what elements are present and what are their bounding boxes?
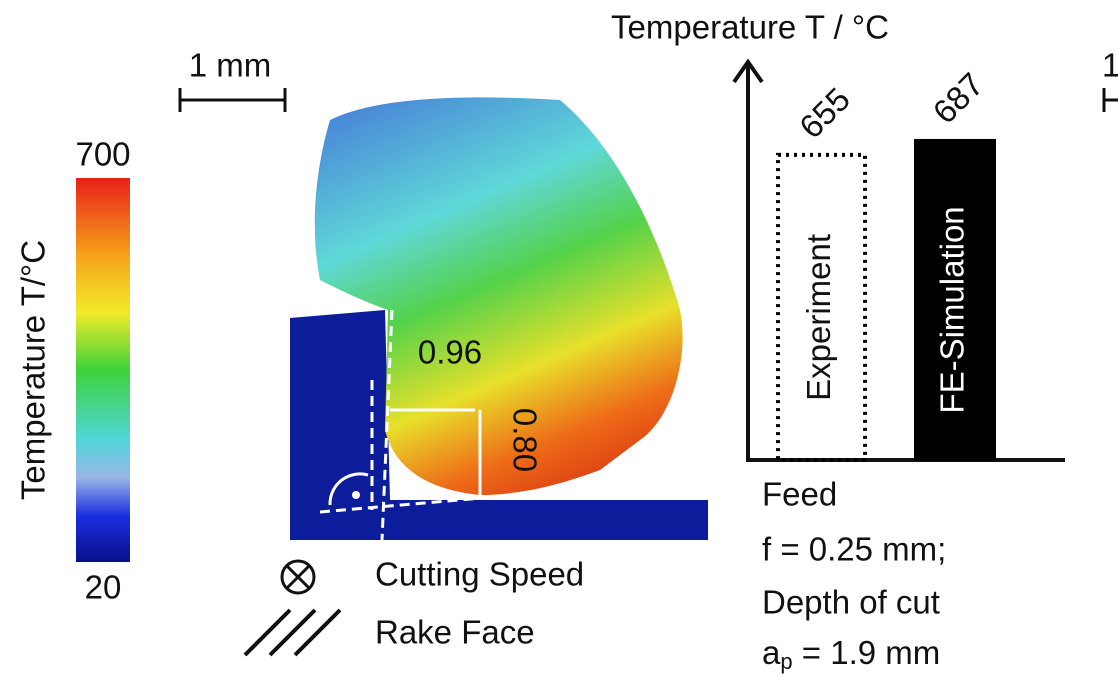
y-axis (732, 58, 764, 460)
bar (914, 138, 996, 462)
condition: f = 0.25 mm; (762, 531, 946, 568)
colorbar-max: 700 (75, 136, 130, 173)
value-label: 687 (925, 65, 990, 130)
colorbar (76, 178, 130, 562)
condition: Depth of cut (762, 584, 940, 621)
cutting-speed-icon (280, 559, 316, 595)
scale-bar (178, 88, 287, 112)
bar-label: Experiment (800, 234, 837, 401)
colorbar-min: 20 (85, 569, 122, 606)
subscript: p (780, 649, 792, 674)
dashed-lines (319, 309, 691, 541)
legend-label: Cutting Speed (375, 556, 584, 593)
symbol: a (762, 634, 781, 671)
scale-bar-cut: 1 (1102, 47, 1118, 84)
condition: Feed (762, 476, 837, 513)
dimension-arrows (390, 408, 482, 495)
chip (314, 97, 683, 496)
value-label: 655 (792, 80, 857, 145)
annotation: 0.96 (418, 334, 482, 371)
right-angle-dot (352, 491, 360, 499)
bar-label: FE-Simulation (934, 206, 971, 413)
scale-bar-label: 1 mm (189, 47, 272, 84)
chart-title: Temperature T / °C (611, 9, 889, 46)
tool (290, 310, 708, 540)
value: = 1.9 mm (793, 634, 941, 671)
scale-bar-cut-mark (1102, 88, 1118, 112)
cutting-speed-icon (285, 564, 311, 590)
rake-face-icon (243, 608, 342, 657)
colorbar-label: Temperature T/°C (15, 240, 52, 500)
right-angle (328, 472, 369, 506)
legend-label: Rake Face (375, 614, 535, 651)
condition: ap = 1.9 mm (762, 634, 940, 674)
annotation: 0.80 (506, 408, 543, 472)
